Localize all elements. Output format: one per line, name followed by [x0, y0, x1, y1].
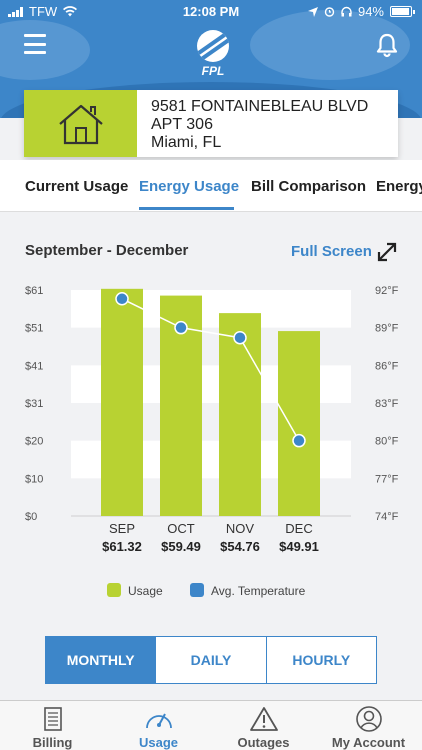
tab-energy-usage[interactable]: Energy Usage	[139, 178, 240, 195]
headphones-icon	[341, 6, 352, 17]
x-axis-tick: OCT	[167, 521, 195, 536]
nav-usage[interactable]: Usage	[106, 705, 211, 750]
bottom-navigation: Billing Usage Outages My Account	[0, 700, 422, 750]
left-axis-tick: $0	[25, 511, 37, 523]
address-line-1: 9581 FONTAINEBLEAU BLVD	[151, 98, 369, 115]
right-axis-tick: 77°F	[375, 473, 399, 485]
x-axis-tick: NOV	[226, 521, 255, 536]
legend-usage-label: Usage	[128, 584, 163, 598]
monthly-button[interactable]: MONTHLY	[46, 637, 157, 683]
signal-icon	[8, 6, 23, 17]
tab-current-usage[interactable]: Current Usage	[25, 178, 129, 195]
legend-temperature-label: Avg. Temperature	[211, 584, 306, 598]
battery-icon	[390, 6, 415, 17]
right-axis-tick: 80°F	[375, 436, 399, 448]
bar-value-label: $54.76	[220, 539, 260, 554]
bar-value-label: $59.49	[161, 539, 201, 554]
logo-text: FPL	[201, 64, 225, 78]
temperature-point	[233, 330, 247, 345]
temperature-point	[174, 320, 188, 335]
nav-my-account[interactable]: My Account	[316, 705, 421, 750]
daily-button[interactable]: DAILY	[156, 637, 267, 683]
left-axis-tick: $61	[25, 285, 43, 297]
carrier-label: TFW	[29, 4, 58, 19]
nav-billing[interactable]: Billing	[0, 705, 105, 750]
nav-usage-label: Usage	[138, 735, 179, 750]
legend-temperature-swatch	[190, 583, 204, 597]
expand-icon	[377, 242, 397, 262]
left-axis-tick: $41	[25, 360, 43, 372]
right-axis-tick: 92°F	[375, 285, 399, 297]
tab-bill-comparison[interactable]: Bill Comparison	[251, 178, 367, 195]
gauge-icon	[145, 713, 172, 729]
left-axis-tick: $10	[25, 473, 43, 485]
full-screen-button[interactable]: Full Screen	[291, 243, 372, 260]
person-icon	[355, 706, 382, 732]
usage-bar	[278, 331, 320, 516]
legend-usage-swatch	[107, 583, 121, 597]
temperature-line	[121, 298, 300, 442]
right-axis-tick: 83°F	[375, 398, 399, 410]
bar-value-label: $61.32	[102, 539, 142, 554]
house-tile	[24, 90, 137, 157]
right-axis-tick: 74°F	[375, 511, 399, 523]
battery-percent: 94%	[357, 4, 384, 19]
menu-button[interactable]	[24, 34, 46, 54]
alarm-icon	[324, 7, 335, 17]
status-time: 12:08 PM	[182, 4, 240, 19]
nav-outages[interactable]: Outages	[211, 705, 316, 750]
address-card[interactable]: 9581 FONTAINEBLEAU BLVD APT 306 Miami, F…	[24, 90, 398, 157]
fpl-logo: FPL	[193, 30, 233, 80]
status-bar: TFW 12:08 PM 94%	[0, 0, 422, 24]
date-range-title: September - December	[25, 242, 189, 259]
left-axis-tick: $31	[25, 398, 43, 410]
nav-outages-label: Outages	[237, 735, 290, 750]
expand-button[interactable]	[376, 241, 398, 263]
wifi-icon	[63, 6, 78, 17]
usage-bar	[219, 313, 261, 516]
right-axis-tick: 86°F	[375, 360, 399, 372]
nav-my-account-label: My Account	[331, 735, 406, 750]
cloud-decoration	[250, 10, 410, 80]
right-axis-tick: 89°F	[375, 323, 399, 335]
notifications-button[interactable]	[374, 32, 400, 58]
nav-billing-label: Billing	[32, 735, 73, 750]
left-axis-tick: $20	[25, 436, 43, 448]
address-line-3: Miami, FL	[151, 134, 222, 151]
bell-icon	[376, 33, 398, 58]
address-line-2: APT 306	[151, 116, 213, 133]
hamburger-icon	[24, 34, 46, 37]
fpl-logo-icon	[197, 30, 229, 62]
x-axis-tick: SEP	[109, 521, 135, 536]
left-axis-tick: $51	[25, 323, 43, 335]
bar-value-label: $49.91	[279, 539, 319, 554]
active-tab-indicator	[139, 207, 234, 210]
house-icon	[58, 104, 103, 144]
tab-energy[interactable]: Energy	[376, 178, 422, 195]
temperature-point	[292, 433, 306, 448]
location-icon	[307, 6, 318, 17]
warning-icon	[249, 707, 278, 731]
document-icon	[43, 707, 62, 731]
x-axis-tick: DEC	[285, 521, 312, 536]
usage-tabs: Current Usage Energy Usage Bill Comparis…	[0, 160, 422, 212]
chart-legend: Usage Avg. Temperature	[0, 582, 422, 600]
hourly-button[interactable]: HOURLY	[292, 652, 351, 668]
energy-usage-chart: $61 $51 $41 $31 $20 $10 $0 92°F 89°F 86°F 83°F 80°F…	[25, 285, 399, 554]
usage-bar	[101, 288, 143, 516]
interval-selector: MONTHLY DAILY HOURLY	[45, 636, 377, 684]
temperature-point	[115, 292, 129, 306]
